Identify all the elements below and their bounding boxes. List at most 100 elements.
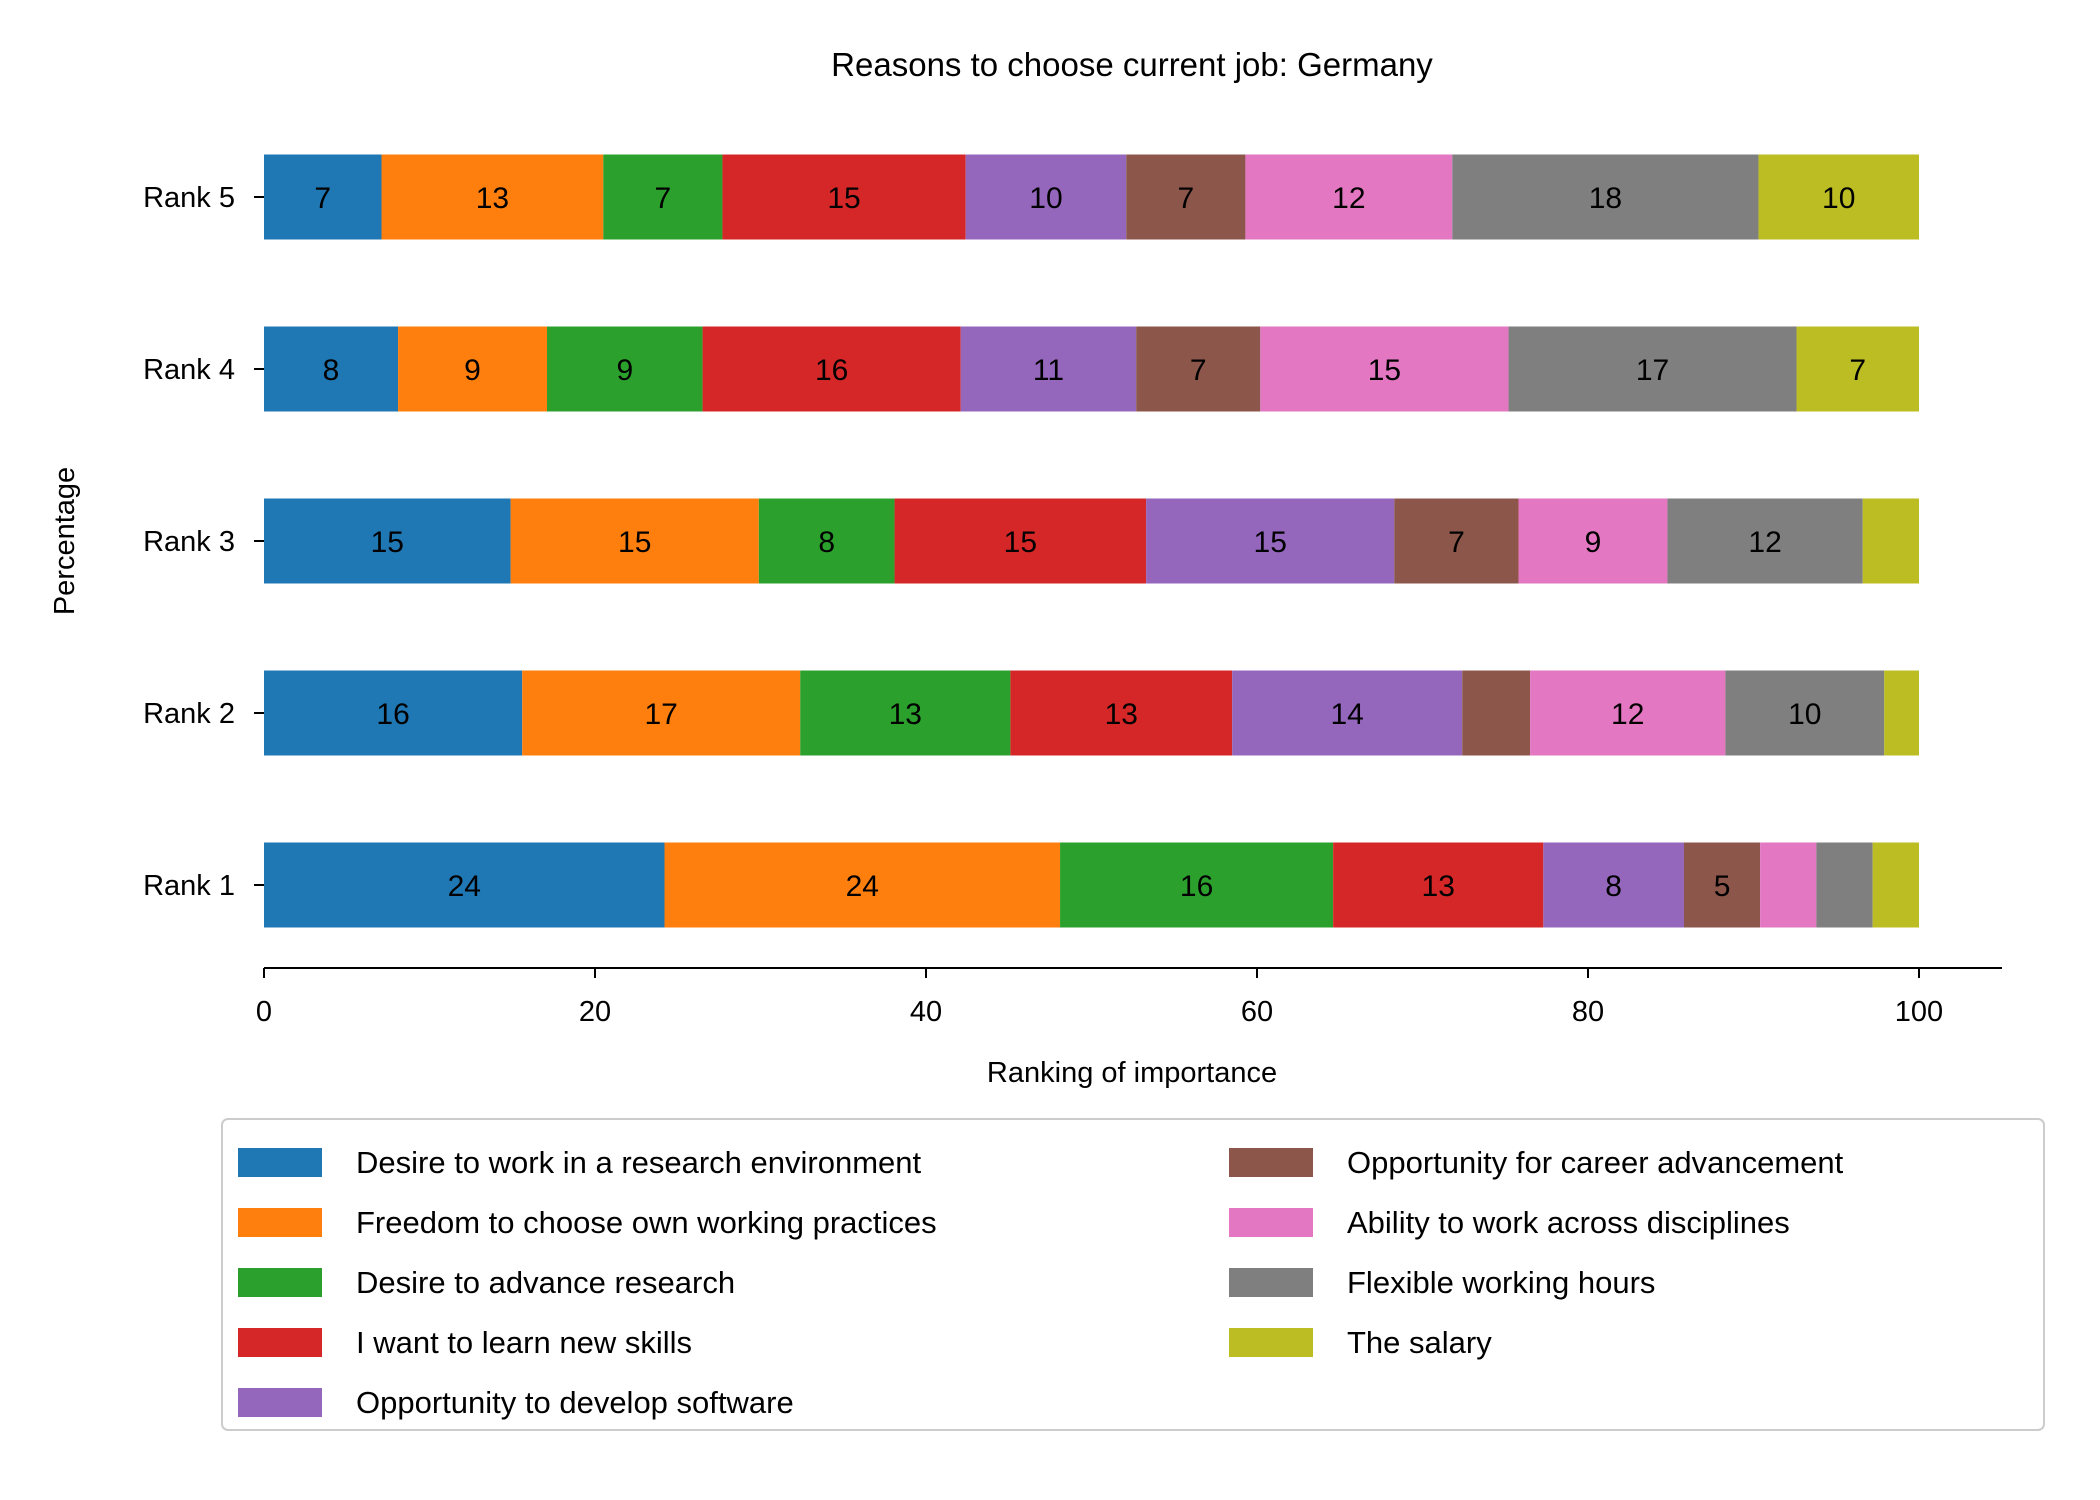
legend-swatch-i-want-to-learn-new-skills xyxy=(238,1328,322,1357)
bar-rank-5-ability-to-work-across-disciplines xyxy=(1245,154,1453,240)
bar-value-label: 15 xyxy=(1004,526,1037,559)
bar-value-label: 9 xyxy=(616,354,633,387)
legend-label: The salary xyxy=(1347,1325,1492,1360)
bar-rank-4-desire-to-advance-research xyxy=(547,326,703,412)
bar-rank-1-opportunity-for-career-advancement xyxy=(1683,842,1761,928)
legend-swatch-the-salary xyxy=(1229,1328,1313,1357)
y-tick-label: Rank 5 xyxy=(143,182,235,214)
legend-label: Ability to work across disciplines xyxy=(1347,1205,1790,1240)
legend-label: Desire to work in a research environment xyxy=(356,1145,922,1180)
bar-value-label: 15 xyxy=(618,526,651,559)
bar-rank-3-flexible-working-hours xyxy=(1667,498,1863,584)
bar-rank-1-i-want-to-learn-new-skills xyxy=(1333,842,1544,928)
bar-value-label: 15 xyxy=(1368,354,1401,387)
bar-value-label: 18 xyxy=(1589,182,1622,215)
legend-swatch-opportunity-for-career-advancement xyxy=(1229,1148,1313,1177)
bar-rank-3-desire-to-work-in-a-research-environment xyxy=(264,498,511,584)
bar-rank-5-opportunity-to-develop-software xyxy=(965,154,1127,240)
bar-rank-2-desire-to-work-in-a-research-environment xyxy=(264,670,523,756)
bar-rank-2-i-want-to-learn-new-skills xyxy=(1010,670,1233,756)
bar-value-label: 7 xyxy=(1177,182,1194,215)
bar-rank-5-i-want-to-learn-new-skills xyxy=(722,154,966,240)
bar-rank-1-desire-to-advance-research xyxy=(1060,842,1334,928)
bar-value-label: 9 xyxy=(1585,526,1602,559)
chart-title: Reasons to choose current job: Germany xyxy=(831,46,1433,83)
bar-rank-4-ability-to-work-across-disciplines xyxy=(1260,326,1509,412)
bar-rank-3-opportunity-to-develop-software xyxy=(1146,498,1395,584)
bar-rank-2-opportunity-to-develop-software xyxy=(1232,670,1463,756)
bar-value-label: 13 xyxy=(476,182,509,215)
legend-swatch-flexible-working-hours xyxy=(1229,1268,1313,1297)
bar-value-label: 9 xyxy=(464,354,481,387)
bar-rank-1-freedom-to-choose-own-working-practices xyxy=(664,842,1061,928)
bar-rank-4-i-want-to-learn-new-skills xyxy=(702,326,961,412)
bar-rank-4-freedom-to-choose-own-working-practices xyxy=(398,326,548,412)
y-tick-label: Rank 1 xyxy=(143,870,235,902)
bar-rank-2-desire-to-advance-research xyxy=(800,670,1011,756)
bar-value-label: 7 xyxy=(1849,354,1866,387)
legend-swatch-ability-to-work-across-disciplines xyxy=(1229,1208,1313,1237)
bar-value-label: 10 xyxy=(1822,182,1855,215)
bar-value-label: 16 xyxy=(1180,870,1213,903)
legend-label: Opportunity to develop software xyxy=(356,1385,794,1420)
bar-rank-2-freedom-to-choose-own-working-practices xyxy=(522,670,801,756)
bar-rank-2-ability-to-work-across-disciplines xyxy=(1530,670,1726,756)
bar-value-label: 16 xyxy=(815,354,848,387)
bar-value-label: 13 xyxy=(889,698,922,731)
y-axis-ticks: Rank 1 Rank 2 Rank 3 Rank 4 Rank 5 xyxy=(143,182,264,902)
bar-value-label: 15 xyxy=(827,182,860,215)
bar-rank-2-flexible-working-hours xyxy=(1725,670,1885,756)
bar-rank-3-i-want-to-learn-new-skills xyxy=(894,498,1147,584)
legend-swatch-opportunity-to-develop-software xyxy=(238,1388,322,1417)
bar-value-label: 24 xyxy=(448,870,481,903)
bar-value-label: 10 xyxy=(1788,698,1821,731)
bar-value-label: 17 xyxy=(1636,354,1669,387)
x-axis-ticks: 0 20 40 60 80 100 xyxy=(256,968,1943,1028)
bar-rank-3-ability-to-work-across-disciplines xyxy=(1518,498,1668,584)
legend-label: Desire to advance research xyxy=(356,1265,735,1300)
legend: Desire to work in a research environment… xyxy=(221,1118,2045,1431)
bar-value-label: 8 xyxy=(818,526,835,559)
bar-rank-4-desire-to-work-in-a-research-environment xyxy=(264,326,399,412)
bar-value-label: 5 xyxy=(1714,870,1731,903)
y-tick-label: Rank 2 xyxy=(143,698,235,730)
bar-rank-3-freedom-to-choose-own-working-practices xyxy=(510,498,759,584)
bar-value-label: 13 xyxy=(1105,698,1138,731)
bar-value-label: 12 xyxy=(1748,526,1781,559)
y-axis-label: Percentage xyxy=(49,467,81,615)
x-tick-label: 0 xyxy=(256,996,272,1028)
legend-label: I want to learn new skills xyxy=(356,1325,692,1360)
legend-swatch-desire-to-advance-research xyxy=(238,1268,322,1297)
plot-area: 24 24 16 13 8 5 16 17 13 13 14 12 10 15 15 8 15 15 7 9 12 8 9 9… xyxy=(264,154,1919,928)
bar-value-label: 15 xyxy=(371,526,404,559)
bar-value-label: 7 xyxy=(314,182,331,215)
bar-rank-1-opportunity-to-develop-software xyxy=(1543,842,1684,928)
bar-rank-3-the-salary xyxy=(1862,498,1919,584)
bar-value-label: 15 xyxy=(1254,526,1287,559)
x-axis-label: Ranking of importance xyxy=(987,1057,1277,1089)
bar-value-label: 14 xyxy=(1331,698,1364,731)
y-tick-label: Rank 3 xyxy=(143,526,235,558)
legend-label: Freedom to choose own working practices xyxy=(356,1205,937,1240)
bar-rank-4-the-salary xyxy=(1796,326,1919,412)
bar-rank-5-desire-to-work-in-a-research-environment xyxy=(264,154,382,240)
y-tick-label: Rank 4 xyxy=(143,354,235,386)
x-tick-label: 20 xyxy=(579,996,611,1028)
legend-label: Flexible working hours xyxy=(1347,1265,1655,1300)
bar-rank-4-opportunity-for-career-advancement xyxy=(1136,326,1261,412)
bar-value-label: 8 xyxy=(1605,870,1622,903)
bar-rank-2-opportunity-for-career-advancement xyxy=(1462,670,1531,756)
legend-frame xyxy=(221,1118,2045,1431)
bar-rank-2-the-salary xyxy=(1884,670,1919,756)
bar-value-label: 13 xyxy=(1422,870,1455,903)
bar-value-label: 10 xyxy=(1029,182,1062,215)
bar-rank-1-flexible-working-hours xyxy=(1816,842,1873,928)
bar-rank-4-opportunity-to-develop-software xyxy=(960,326,1137,412)
bar-value-label: 11 xyxy=(1033,354,1064,387)
bar-rank-3-opportunity-for-career-advancement xyxy=(1394,498,1519,584)
bar-value-label: 7 xyxy=(1190,354,1207,387)
bar-rank-4-flexible-working-hours xyxy=(1508,326,1797,412)
x-tick-label: 60 xyxy=(1241,996,1273,1028)
legend-swatch-freedom-to-choose-own-working-practices xyxy=(238,1208,322,1237)
